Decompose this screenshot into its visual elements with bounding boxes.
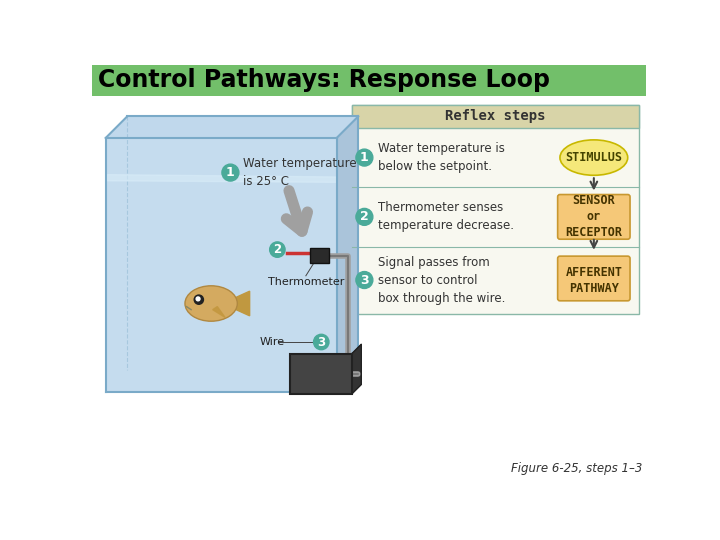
FancyBboxPatch shape xyxy=(558,256,630,301)
Polygon shape xyxy=(352,345,361,394)
Text: Water temperature
is 25° C: Water temperature is 25° C xyxy=(243,157,356,188)
Text: Water temperature is
below the setpoint.: Water temperature is below the setpoint. xyxy=(378,142,505,173)
Text: STIMULUS: STIMULUS xyxy=(565,151,622,164)
FancyBboxPatch shape xyxy=(352,105,639,128)
Text: Thermometer senses
temperature decrease.: Thermometer senses temperature decrease. xyxy=(378,201,514,232)
Text: Control Pathways: Response Loop: Control Pathways: Response Loop xyxy=(98,68,550,92)
Circle shape xyxy=(196,297,200,301)
Text: Signal passes from
sensor to control
box through the wire.: Signal passes from sensor to control box… xyxy=(378,255,505,305)
Text: AFFERENT
PATHWAY: AFFERENT PATHWAY xyxy=(565,266,622,294)
Text: SENSOR
or
RECEPTOR: SENSOR or RECEPTOR xyxy=(565,194,622,239)
Polygon shape xyxy=(337,117,359,392)
Circle shape xyxy=(314,334,329,350)
FancyBboxPatch shape xyxy=(310,248,329,264)
FancyArrowPatch shape xyxy=(287,191,307,231)
Text: Thermometer: Thermometer xyxy=(268,278,344,287)
Text: Wire: Wire xyxy=(260,337,285,347)
FancyBboxPatch shape xyxy=(92,65,647,96)
Polygon shape xyxy=(233,291,250,316)
Text: 3: 3 xyxy=(360,274,369,287)
Ellipse shape xyxy=(185,286,238,321)
FancyBboxPatch shape xyxy=(558,194,630,239)
Circle shape xyxy=(356,149,373,166)
Text: 2: 2 xyxy=(274,243,282,256)
FancyArrowPatch shape xyxy=(590,178,597,188)
FancyBboxPatch shape xyxy=(290,354,352,394)
Text: Reflex steps: Reflex steps xyxy=(445,110,546,123)
Polygon shape xyxy=(205,287,217,300)
Text: 2: 2 xyxy=(360,211,369,224)
Polygon shape xyxy=(106,138,337,392)
Circle shape xyxy=(194,295,204,304)
Ellipse shape xyxy=(560,140,628,176)
Circle shape xyxy=(270,242,285,257)
FancyBboxPatch shape xyxy=(352,105,639,314)
Circle shape xyxy=(356,272,373,288)
FancyArrowPatch shape xyxy=(590,240,597,247)
Circle shape xyxy=(356,208,373,225)
Text: 1: 1 xyxy=(360,151,369,164)
Polygon shape xyxy=(212,307,225,318)
Text: 3: 3 xyxy=(318,335,325,348)
Text: Figure 6-25, steps 1–3: Figure 6-25, steps 1–3 xyxy=(511,462,642,475)
Polygon shape xyxy=(106,117,359,138)
Text: 1: 1 xyxy=(226,166,235,179)
Circle shape xyxy=(222,164,239,181)
